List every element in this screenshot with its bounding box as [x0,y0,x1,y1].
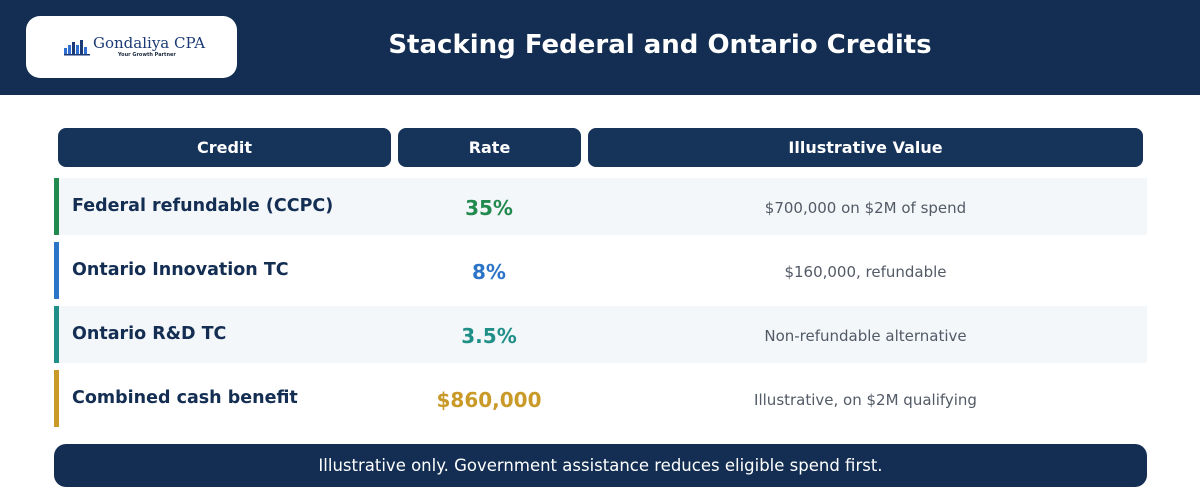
credit-name: Federal refundable (CCPC) [72,196,334,216]
row-accent-bar [54,242,59,299]
credit-rate: 8% [472,260,506,284]
table-row: Ontario Innovation TC 8% $160,000, refun… [54,242,1147,299]
credit-value: $700,000 on $2M of spend [764,199,967,217]
column-header-rate: Rate [398,128,581,167]
credit-name: Combined cash benefit [72,388,298,408]
growth-bars-icon [64,40,90,56]
logo-name: Gondaliya CPA [93,34,206,52]
table-row: Ontario R&D TC 3.5% Non-refundable alter… [54,306,1147,363]
table-row: Federal refundable (CCPC) 35% $700,000 o… [54,178,1147,235]
credit-rate: 3.5% [461,324,517,348]
credit-rate: $860,000 [436,388,542,412]
credit-value: Illustrative, on $2M qualifying [754,391,977,409]
table-row: Combined cash benefit $860,000 Illustrat… [54,370,1147,427]
column-header-illustrative-value: Illustrative Value [588,128,1143,167]
disclaimer-note: Illustrative only. Government assistance… [54,444,1147,487]
logo-tagline: Your Growth Partner [118,52,176,58]
credit-rate: 35% [465,196,513,220]
credit-value: Non-refundable alternative [764,327,967,345]
logo: Gondaliya CPA Your Growth Partner [26,16,237,78]
column-header-credit: Credit [58,128,391,167]
page-header: Gondaliya CPA Your Growth Partner Stacki… [0,0,1200,95]
row-accent-bar [54,178,59,235]
row-accent-bar [54,306,59,363]
row-accent-bar [54,370,59,427]
credit-name: Ontario Innovation TC [72,260,289,280]
page-title: Stacking Federal and Ontario Credits [388,30,932,60]
credit-value: $160,000, refundable [784,263,947,281]
credit-name: Ontario R&D TC [72,324,227,344]
